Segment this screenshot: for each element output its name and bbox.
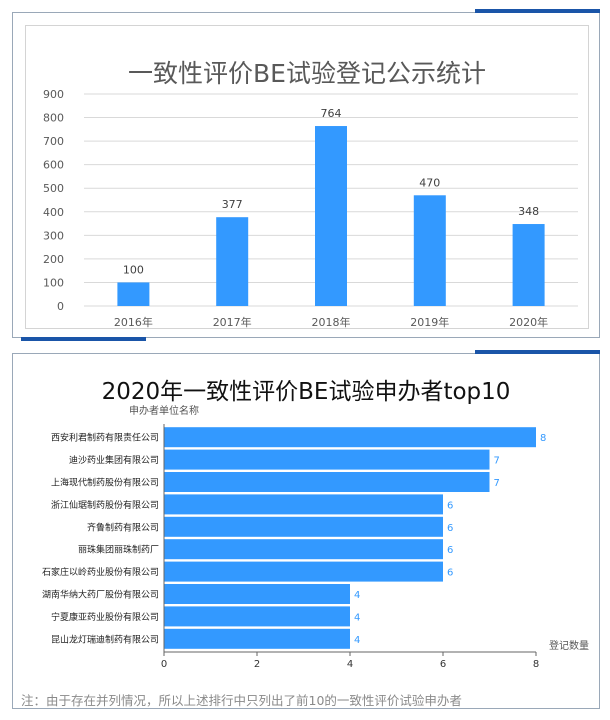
y-tick-label: 600 [43, 159, 64, 172]
data-label: 6 [447, 500, 453, 511]
y-tick-label: 400 [43, 206, 64, 219]
bar [164, 449, 490, 470]
data-label: 6 [447, 523, 453, 534]
y-tick-label: 丽珠集团丽珠制药厂 [78, 544, 159, 556]
x-tick-label: 6 [440, 659, 446, 670]
x-tick-label: 2 [254, 659, 260, 670]
x-tick-label: 2018年 [312, 315, 351, 328]
panel-accent-top [475, 9, 600, 13]
bar [164, 427, 536, 448]
chart-title: 2020年一致性评价BE试验申办者top10 [101, 379, 511, 405]
x-tick-label: 2017年 [213, 315, 252, 328]
chart-panel-yearly: 一致性评价BE试验登记公示统计 0 100 200 300 400 500 600 700 80… [12, 9, 600, 341]
y-tick-label: 昆山龙灯瑞迪制药有限公司 [51, 633, 159, 645]
sponsor-bar-chart: 西安利君制药有限责任公司 8 迪沙药业集团有限公司 7 上海现代制药股份有限公司 7 浙江仙… [42, 424, 589, 670]
y-tick-label: 500 [43, 182, 64, 195]
y-tick-label: 石家庄以岭药业股份有限公司 [42, 566, 159, 578]
y-tick-label: 0 [57, 300, 64, 313]
y-tick-label: 300 [43, 229, 64, 242]
data-label: 7 [494, 478, 500, 489]
y-tick-label: 西安利君制药有限责任公司 [51, 432, 159, 444]
bar [164, 494, 443, 515]
data-label: 470 [419, 176, 440, 189]
data-label: 4 [354, 635, 360, 646]
x-axis-title: 登记数量 [549, 639, 589, 652]
yearly-bar-chart: 0 100 200 300 400 500 600 700 800 900 100 2016年 377 2… [43, 88, 578, 328]
data-label: 348 [518, 205, 539, 218]
y-tick-label: 上海现代制药股份有限公司 [51, 477, 159, 489]
y-tick-label: 湖南华纳大药厂股份有限公司 [42, 589, 159, 601]
chart-panel-sponsors: 2020年一致性评价BE试验申办者top10 申办者单位名称 西安利君制药有限责… [12, 350, 600, 709]
y-tick-label: 100 [43, 276, 64, 289]
panel-accent-bottom [21, 337, 146, 341]
bar [512, 224, 545, 306]
bar [216, 217, 249, 306]
x-tick-label: 0 [161, 659, 167, 670]
y-tick-label: 700 [43, 135, 64, 148]
x-tick-label: 2019年 [410, 315, 449, 328]
bar [164, 561, 443, 582]
bar [164, 472, 490, 492]
x-tick-label: 2016年 [114, 315, 153, 328]
data-label: 8 [540, 433, 546, 444]
y-tick-label: 800 [43, 112, 64, 125]
bar [164, 628, 350, 649]
y-tick-label: 200 [43, 253, 64, 266]
x-tick-label: 2020年 [509, 315, 548, 328]
data-label: 764 [321, 107, 342, 120]
data-label: 6 [447, 568, 453, 579]
y-tick-label: 齐鲁制药有限公司 [87, 521, 159, 533]
y-tick-label: 900 [43, 88, 64, 101]
bar [164, 539, 443, 560]
chart-title: 一致性评价BE试验登记公示统计 [128, 59, 486, 88]
data-label: 100 [123, 263, 144, 276]
x-tick-label: 4 [347, 659, 353, 670]
chart-frame: 一致性评价BE试验登记公示统计 0 100 200 300 400 500 600 700 80… [25, 25, 589, 329]
data-label: 6 [447, 545, 453, 556]
y-tick-label: 浙江仙琚制药股份有限公司 [51, 499, 159, 511]
data-label: 4 [354, 590, 360, 601]
bar [315, 126, 347, 306]
data-label: 4 [354, 612, 360, 623]
y-tick-label: 迪沙药业集团有限公司 [69, 454, 159, 466]
data-label: 377 [222, 198, 243, 211]
bar [413, 195, 446, 306]
data-label: 7 [494, 456, 500, 467]
y-axis-title: 申办者单位名称 [129, 406, 199, 417]
panel-accent-top [475, 350, 600, 354]
bar [164, 606, 350, 627]
bar [117, 282, 150, 306]
bar [164, 584, 350, 604]
footnote: 注：由于存在并列情况，所以上述排行中只列出了前10的一致性评价试验申办者 [21, 693, 462, 708]
y-tick-label: 宁夏康亚药业股份有限公司 [51, 611, 159, 623]
bar [164, 516, 443, 537]
x-tick-label: 8 [533, 659, 539, 670]
